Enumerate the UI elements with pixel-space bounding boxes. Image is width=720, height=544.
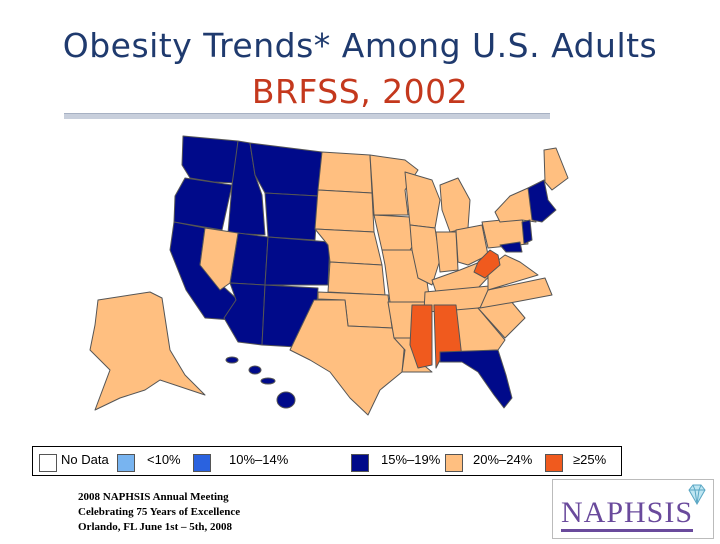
state-west-virginia	[473, 249, 501, 279]
legend-swatch-10-14	[193, 454, 211, 472]
logo-wordmark: NAPHSIS	[561, 496, 694, 532]
footer-line-2: Celebrating 75 Years of Excellence	[78, 506, 241, 518]
legend-swatch-no-data	[39, 454, 57, 472]
state-new-england	[527, 179, 557, 223]
legend-swatch-20-24	[445, 454, 463, 472]
state-hawaii-3	[260, 377, 276, 385]
legend-label: 20%–24%	[473, 452, 533, 467]
state-montana	[249, 142, 323, 197]
state-washington	[181, 135, 239, 184]
state-pennsylvania	[481, 217, 529, 249]
state-hawaii-2	[248, 365, 262, 375]
state-north-carolina	[479, 277, 553, 309]
state-florida	[439, 349, 513, 409]
state-texas	[289, 299, 406, 416]
state-wisconsin	[404, 171, 441, 229]
state-new-jersey	[521, 219, 533, 245]
legend-label: <10%	[147, 452, 181, 467]
state-nevada	[199, 227, 239, 291]
diamond-icon	[688, 484, 706, 506]
state-colorado	[264, 236, 331, 286]
legend-swatch-lt10	[117, 454, 135, 472]
state-new-york	[494, 187, 537, 223]
state-indiana	[435, 231, 459, 273]
footer-credit: 2008 NAPHSIS Annual Meeting Celebrating …	[78, 490, 240, 535]
legend-label: 15%–19%	[381, 452, 441, 467]
footer-line-1: 2008 NAPHSIS Annual Meeting	[78, 491, 229, 503]
state-hawaii-1	[225, 356, 239, 364]
legend-label: 10%–14%	[229, 452, 289, 467]
legend-label: ≥25%	[573, 452, 607, 467]
state-wyoming	[264, 192, 319, 241]
state-north-dakota	[317, 151, 373, 194]
naphsis-logo: NAPHSIS	[552, 479, 714, 539]
state-alaska	[89, 291, 206, 411]
legend-swatch-25-plus	[545, 454, 563, 472]
slide-subtitle: BRFSS, 2002	[251, 72, 469, 111]
state-mississippi	[409, 304, 433, 369]
legend: No Data <10% 10%–14% 15%–19% 20%–24% ≥25…	[32, 446, 622, 476]
legend-swatch-15-19	[351, 454, 369, 472]
state-south-dakota	[314, 189, 375, 233]
state-hawaii-4	[276, 391, 296, 409]
state-kansas	[327, 261, 386, 296]
state-maryland	[499, 241, 523, 253]
legend-label: No Data	[61, 452, 109, 467]
state-ohio	[455, 224, 489, 266]
state-maine	[543, 147, 569, 191]
slide-title: Obesity Trends* Among U.S. Adults	[62, 26, 658, 65]
title-divider	[64, 113, 550, 119]
state-illinois	[409, 224, 441, 286]
state-virginia	[487, 254, 539, 291]
state-michigan	[439, 177, 471, 233]
footer-line-3: Orlando, FL June 1st – 5th, 2008	[78, 521, 233, 533]
state-oregon	[173, 177, 233, 231]
